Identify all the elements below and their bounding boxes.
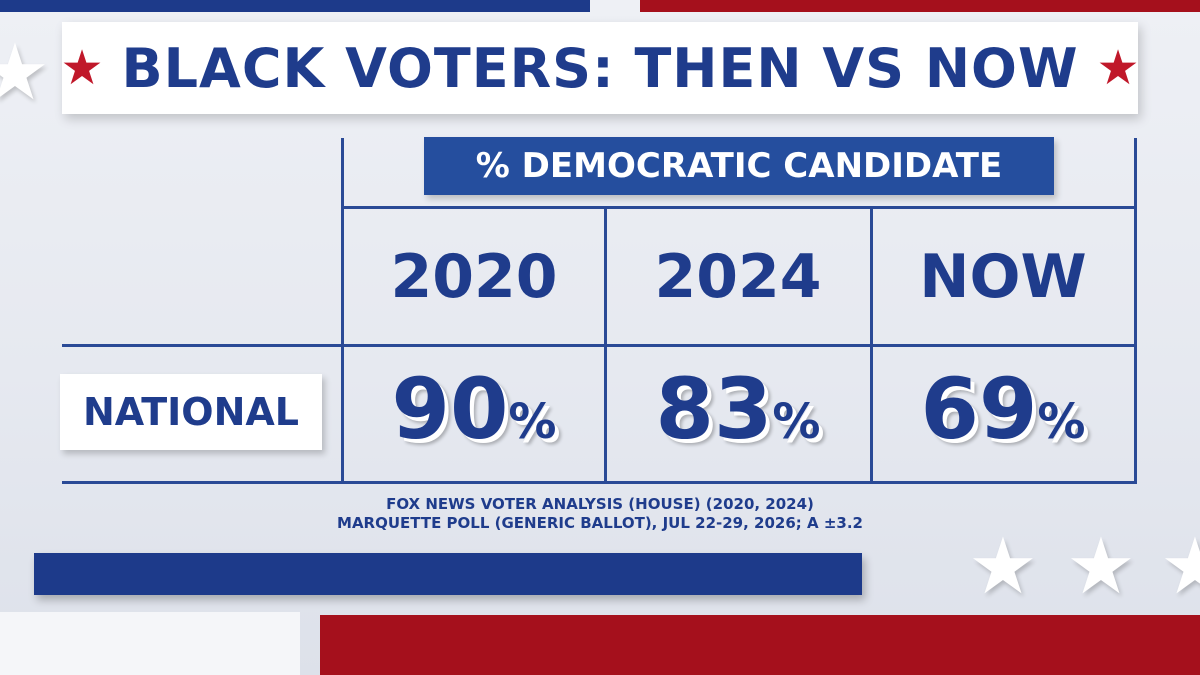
chart-title: BLACK VOTERS: THEN VS NOW (121, 36, 1079, 100)
value-now: 69 (920, 360, 1038, 458)
bottom-white-stripe (0, 612, 300, 675)
bg-star-icon: ★ (968, 522, 1038, 612)
grid-line (62, 344, 1137, 347)
star-icon: ★ (1096, 40, 1140, 96)
grid-line (62, 481, 1137, 484)
value-2020: 90 (391, 360, 509, 458)
title-banner: ★ BLACK VOTERS: THEN VS NOW ★ (60, 22, 1140, 114)
column-header-2020: 2020 (390, 242, 558, 312)
row-label-national: NATIONAL (60, 374, 322, 450)
column-group-header: % DEMOCRATIC CANDIDATE (424, 137, 1054, 195)
grid-line (1134, 138, 1137, 484)
bottom-red-stripe (320, 615, 1200, 675)
value-2024: 83 (655, 360, 773, 458)
bg-star-icon: ★ (1160, 522, 1200, 612)
top-red-stripe (640, 0, 1200, 12)
percent-sign: % (772, 394, 821, 450)
bottom-blue-stripe (34, 553, 862, 595)
column-header-now: NOW (919, 242, 1087, 312)
star-icon: ★ (60, 40, 104, 96)
data-label-2020: 90% (344, 360, 604, 458)
data-label-now: 69% (873, 360, 1133, 458)
bg-star-icon: ★ (0, 28, 50, 118)
source-line-2: MARQUETTE POLL (GENERIC BALLOT), JUL 22-… (337, 514, 863, 532)
source-line-1: FOX NEWS VOTER ANALYSIS (HOUSE) (2020, 2… (386, 495, 814, 513)
bg-star-icon: ★ (1066, 522, 1136, 612)
percent-sign: % (1037, 394, 1086, 450)
percent-sign: % (508, 394, 557, 450)
grid-line (341, 138, 344, 484)
grid-line (341, 206, 1137, 209)
column-header-2024: 2024 (654, 242, 822, 312)
top-blue-stripe (0, 0, 590, 12)
data-label-2024: 83% (608, 360, 868, 458)
